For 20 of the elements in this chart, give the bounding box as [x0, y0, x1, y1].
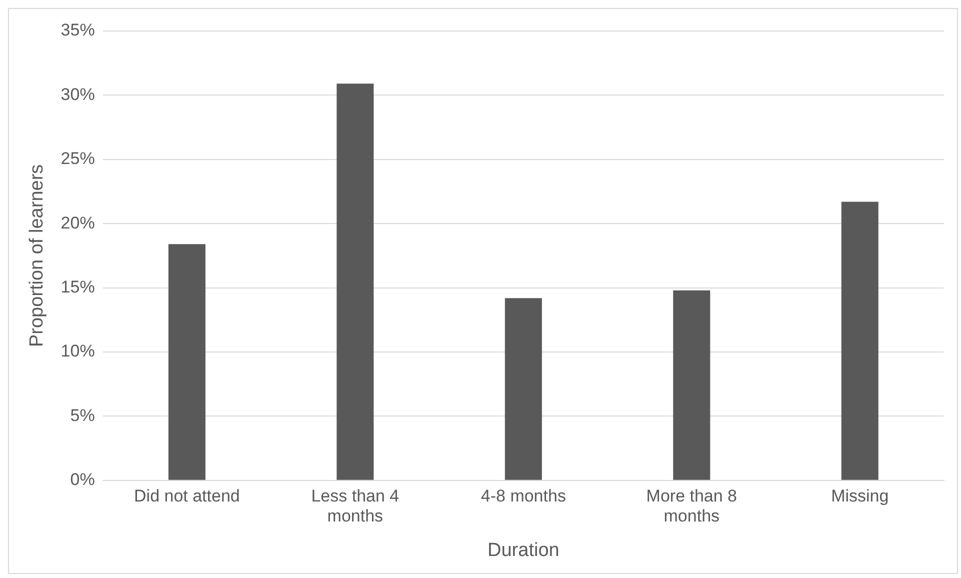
bar [504, 298, 542, 480]
y-tick-label: 25% [60, 149, 95, 168]
y-tick-label: 5% [70, 406, 95, 425]
x-tick-label: Missing [831, 486, 889, 506]
y-tick-label: 0% [70, 470, 95, 490]
y-tick-label: 20% [60, 213, 95, 232]
y-tick-label: 30% [60, 84, 95, 104]
y-tick-label: 35% [60, 20, 95, 40]
bar [336, 84, 374, 480]
y-tick-label: 10% [60, 342, 95, 361]
y-axis-title: Proportion of learners [26, 164, 48, 348]
bar [168, 244, 206, 480]
x-tick-label: 4-8 months [480, 486, 566, 506]
x-tick-label: More than 8 months [646, 486, 738, 526]
x-tick-label: Did not attend [134, 486, 240, 506]
x-tick-label: Less than 4 months [311, 486, 400, 526]
x-axis-title: Duration [488, 540, 560, 561]
bar [673, 290, 710, 480]
y-tick-label: 15% [60, 277, 95, 296]
bar [841, 202, 878, 480]
